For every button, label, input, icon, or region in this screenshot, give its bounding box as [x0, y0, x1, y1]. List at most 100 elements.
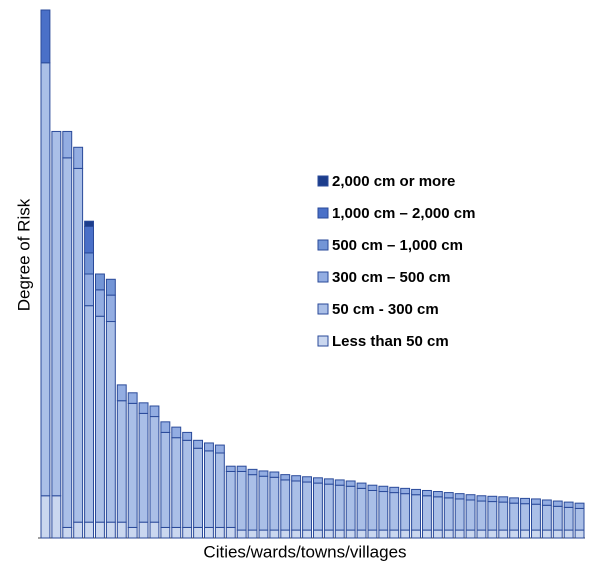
bar-segment [302, 476, 313, 483]
bar-segment [225, 465, 236, 472]
legend-swatch [317, 271, 329, 283]
bar-segment [367, 489, 378, 531]
bar-segment [138, 412, 149, 523]
legend-swatch [317, 175, 329, 187]
bar-segment [280, 479, 291, 531]
bar-segment [225, 470, 236, 528]
bar-segment [95, 521, 105, 539]
bar-segment [476, 529, 487, 539]
bar-segment [313, 477, 323, 484]
bar-segment [127, 392, 138, 404]
bar-segment [149, 416, 160, 523]
bar-segment [214, 526, 225, 539]
bar-segment [95, 289, 105, 317]
bar-segment [95, 273, 105, 291]
bar-segment [116, 384, 127, 402]
bar-segment [225, 526, 236, 539]
bar-segment [171, 437, 182, 528]
bar-segment [400, 529, 411, 539]
bar-segment [574, 507, 585, 531]
bar-segment [138, 521, 149, 539]
bar-segment [334, 529, 345, 539]
bar-segment [73, 521, 84, 539]
bar-segment [498, 496, 509, 503]
bar-segment [214, 444, 225, 454]
bar-segment [345, 480, 356, 487]
bar-segment [280, 529, 291, 539]
bar-segment [84, 220, 94, 227]
bar-segment [73, 167, 84, 523]
bar-segment [105, 294, 116, 323]
bar-segment [269, 529, 280, 539]
bar-segment [258, 529, 269, 539]
bar-segment [563, 506, 574, 531]
bar-segment [487, 529, 498, 539]
bar-segment [509, 502, 520, 531]
bar-segment [509, 497, 520, 504]
legend-swatch [317, 335, 329, 347]
bar-segment [204, 450, 214, 528]
bar-segment [204, 442, 214, 452]
bar-segment [389, 486, 400, 494]
bar-segment [127, 402, 138, 528]
legend-label: 500 cm – 1,000 cm [332, 237, 463, 254]
bar-segment [498, 529, 509, 539]
bar-segment [313, 529, 323, 539]
bar-segment [378, 491, 389, 531]
bar-segment [389, 529, 400, 539]
bar-segment [84, 252, 94, 275]
bar-segment [432, 491, 443, 498]
bar-segment [367, 484, 378, 491]
bar-segment [323, 529, 334, 539]
bar-segment [302, 481, 313, 531]
bar-segment [443, 529, 454, 539]
bar-segment [62, 526, 73, 539]
bar-segment [454, 498, 465, 531]
bar-segment [302, 529, 313, 539]
bar-segment [574, 529, 585, 539]
bar-segment [378, 485, 389, 493]
bar-segment [432, 529, 443, 539]
bar-segment [62, 157, 73, 528]
bar-segment [84, 305, 94, 523]
bar-segment [422, 495, 432, 531]
bar-segment [193, 526, 204, 539]
bar-segment [269, 471, 280, 478]
bar-segment [411, 488, 422, 496]
bar-segment [160, 431, 171, 528]
bar-segment [313, 482, 323, 531]
bar-segment [378, 529, 389, 539]
bar-segment [182, 439, 193, 528]
bar-segment [443, 492, 454, 499]
bar-segment [334, 479, 345, 486]
bar-segment [323, 483, 334, 531]
bar-segment [105, 521, 116, 539]
bar-segment [345, 485, 356, 531]
bar-segment [105, 321, 116, 523]
bar-segment [411, 494, 422, 531]
bar-segment [356, 529, 367, 539]
bar-segment [531, 498, 541, 505]
bar-segment [236, 465, 247, 472]
bar-segment [160, 526, 171, 539]
bar-segment [400, 493, 411, 531]
bar-segment [541, 504, 552, 531]
bar-segment [465, 494, 476, 501]
bar-segment [498, 501, 509, 531]
bar-segment [62, 130, 73, 159]
bar-segment [258, 475, 269, 531]
bar-segment [291, 480, 302, 531]
bar-segment [422, 489, 432, 497]
bar-segment [541, 529, 552, 539]
bar-segment [476, 500, 487, 531]
bar-segment [563, 501, 574, 508]
bar-segment [334, 484, 345, 531]
bar-segment [105, 278, 116, 296]
bar-segment [476, 495, 487, 502]
bar-segment [520, 497, 530, 505]
bar-segment [236, 529, 247, 539]
bar-segment [454, 529, 465, 539]
bar-segment [171, 526, 182, 539]
bar-segment [574, 502, 585, 509]
